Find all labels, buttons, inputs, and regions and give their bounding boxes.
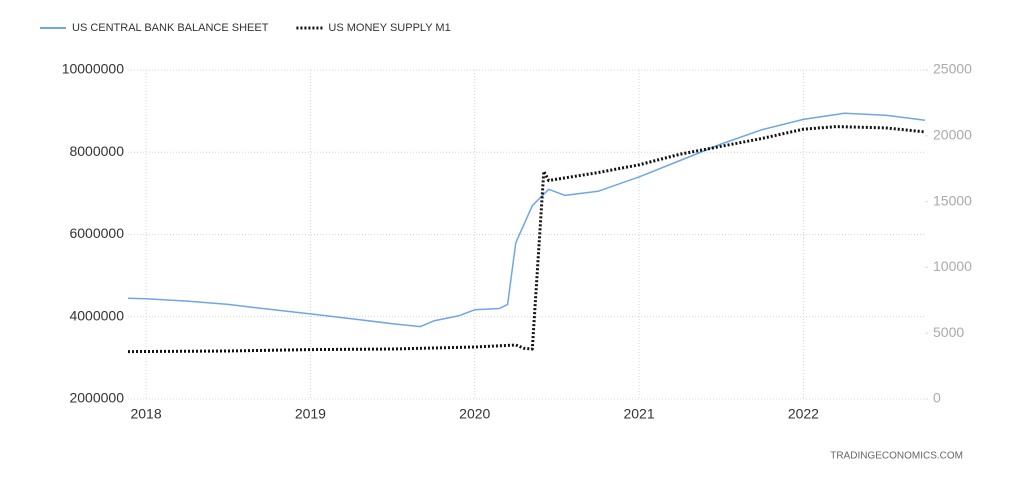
source: TRADINGECONOMICS.COM [830,451,963,462]
x-tick-label: 2021 [623,406,654,422]
legend-label: US CENTRAL BANK BALANCE SHEET [72,22,269,34]
legend-label: US MONEY SUPPLY M1 [328,22,450,34]
y-tick-label: 6000000 [69,225,124,241]
y2-tick-label: 0 [933,390,941,406]
y2-tick-label: 10000 [933,258,972,274]
y-tick-label: 10000000 [62,61,125,77]
y2-tick-label: 15000 [933,192,972,208]
y-tick-label: 2000000 [69,390,124,406]
y2-tick-label: 25000 [933,61,972,77]
x-tick-label: 2019 [295,406,326,422]
line [127,112,926,328]
line [127,125,926,354]
y-tick-label: 4000000 [69,307,124,323]
y2-tick-label: 20000 [933,127,972,143]
x-tick-label: 2020 [459,406,490,422]
x-tick-label: 2022 [788,406,819,422]
y2-tick-label: 5000 [933,324,964,340]
x-tick-label: 2018 [130,406,161,422]
y-tick-label: 8000000 [69,143,124,159]
